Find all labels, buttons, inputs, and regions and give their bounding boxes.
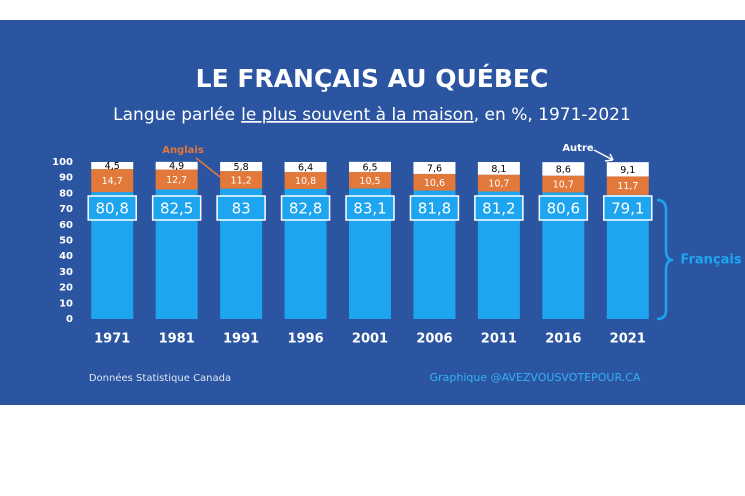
bar-segment bbox=[606, 176, 649, 195]
bar-segment bbox=[220, 162, 263, 172]
source: Données Statistique Canada bbox=[89, 372, 231, 384]
y-tick-label: 70 bbox=[59, 204, 73, 215]
value-label: 5,8 bbox=[234, 162, 249, 173]
value-label: 80,8 bbox=[96, 200, 129, 218]
value-label: 7,6 bbox=[427, 163, 442, 174]
value-label-box bbox=[151, 195, 202, 221]
value-label: 83 bbox=[232, 200, 251, 218]
chart-title: LE FRANÇAIS AU QUÉBEC bbox=[196, 64, 549, 93]
x-tick-label: 1981 bbox=[159, 332, 195, 347]
value-label-box bbox=[474, 195, 524, 221]
subtitle-part: , en %, 1971-2021 bbox=[474, 105, 631, 125]
value-label-box bbox=[87, 195, 137, 221]
value-label: 82,5 bbox=[160, 200, 193, 218]
value-label: 10,5 bbox=[359, 176, 380, 187]
value-label-box bbox=[603, 195, 653, 221]
x-tick-label: 1991 bbox=[223, 332, 259, 347]
bar-segment bbox=[91, 162, 134, 170]
bar-segment bbox=[477, 174, 520, 192]
value-label-box bbox=[409, 195, 460, 221]
value-label-box bbox=[216, 195, 266, 221]
value-label: 10,6 bbox=[424, 178, 445, 189]
x-tick-label: 2021 bbox=[610, 332, 646, 347]
bar-segment bbox=[220, 171, 263, 189]
value-label: 10,7 bbox=[553, 180, 574, 191]
francais-annotation: Français bbox=[680, 253, 741, 268]
x-tick-label: 1971 bbox=[94, 332, 130, 347]
bar-segment bbox=[349, 172, 391, 189]
x-tick-label: 2011 bbox=[481, 332, 517, 347]
y-tick-label: 80 bbox=[59, 188, 73, 199]
value-label: 12,7 bbox=[166, 175, 187, 186]
y-tick-label: 90 bbox=[59, 173, 73, 184]
value-label: 80,6 bbox=[547, 200, 580, 218]
bar-segment bbox=[542, 175, 585, 193]
y-tick-label: 50 bbox=[59, 236, 73, 247]
value-label: 4,5 bbox=[105, 161, 120, 172]
value-label: 79,1 bbox=[611, 200, 644, 218]
value-label: 6,4 bbox=[298, 163, 313, 174]
x-tick-label: 2001 bbox=[352, 332, 388, 347]
value-label: 11,7 bbox=[617, 181, 638, 192]
value-label: 4,9 bbox=[169, 161, 184, 172]
value-label: 14,7 bbox=[102, 176, 123, 187]
x-tick-label: 2006 bbox=[416, 332, 452, 347]
bar-segment bbox=[413, 173, 456, 191]
value-label-box bbox=[538, 195, 589, 221]
brace bbox=[656, 198, 674, 321]
y-tick-label: 10 bbox=[59, 298, 73, 309]
bar-segment bbox=[542, 162, 585, 176]
bar-segment bbox=[155, 161, 198, 170]
subtitle-part: le plus souvent à la maison bbox=[241, 105, 474, 125]
bar-segment bbox=[284, 162, 327, 173]
value-label: 83,1 bbox=[353, 200, 386, 218]
value-label-box bbox=[345, 195, 395, 221]
autre-annotation: Autre bbox=[562, 143, 594, 154]
bar-segment bbox=[606, 162, 649, 177]
value-label: 82,8 bbox=[289, 200, 322, 218]
y-tick-label: 20 bbox=[59, 283, 73, 294]
bar-segment bbox=[413, 162, 456, 174]
chart-subtitle: Langue parlée le plus souvent à la maison… bbox=[113, 105, 631, 125]
y-tick-label: 0 bbox=[66, 314, 73, 325]
value-label: 9,1 bbox=[620, 165, 635, 176]
value-label: 81,2 bbox=[482, 200, 515, 218]
value-label-box bbox=[280, 195, 331, 221]
y-tick-label: 40 bbox=[59, 251, 73, 262]
y-tick-label: 60 bbox=[59, 220, 73, 231]
value-label: 8,6 bbox=[556, 164, 571, 175]
y-tick-label: 30 bbox=[59, 267, 73, 278]
value-label: 11,2 bbox=[231, 175, 252, 186]
bar-segment bbox=[477, 162, 520, 175]
credit: Graphique @AVEZVOUSVOTEPOUR.CA bbox=[430, 371, 641, 384]
bar-segment bbox=[349, 161, 391, 173]
x-tick-label: 1996 bbox=[287, 332, 323, 347]
bar-segment bbox=[155, 169, 198, 190]
x-tick-label: 2016 bbox=[545, 332, 581, 347]
arrow bbox=[593, 149, 614, 162]
subtitle-part: Langue parlée bbox=[113, 105, 235, 125]
value-label: 8,1 bbox=[491, 164, 506, 175]
value-label: 6,5 bbox=[362, 162, 377, 173]
bar-segment bbox=[284, 172, 327, 190]
value-label: 10,8 bbox=[295, 176, 316, 187]
bar-segment bbox=[91, 169, 134, 193]
y-tick-label: 100 bbox=[52, 157, 73, 168]
anglais-annotation: Anglais bbox=[162, 145, 204, 156]
value-label: 81,8 bbox=[418, 200, 451, 218]
value-label: 10,7 bbox=[488, 179, 509, 190]
